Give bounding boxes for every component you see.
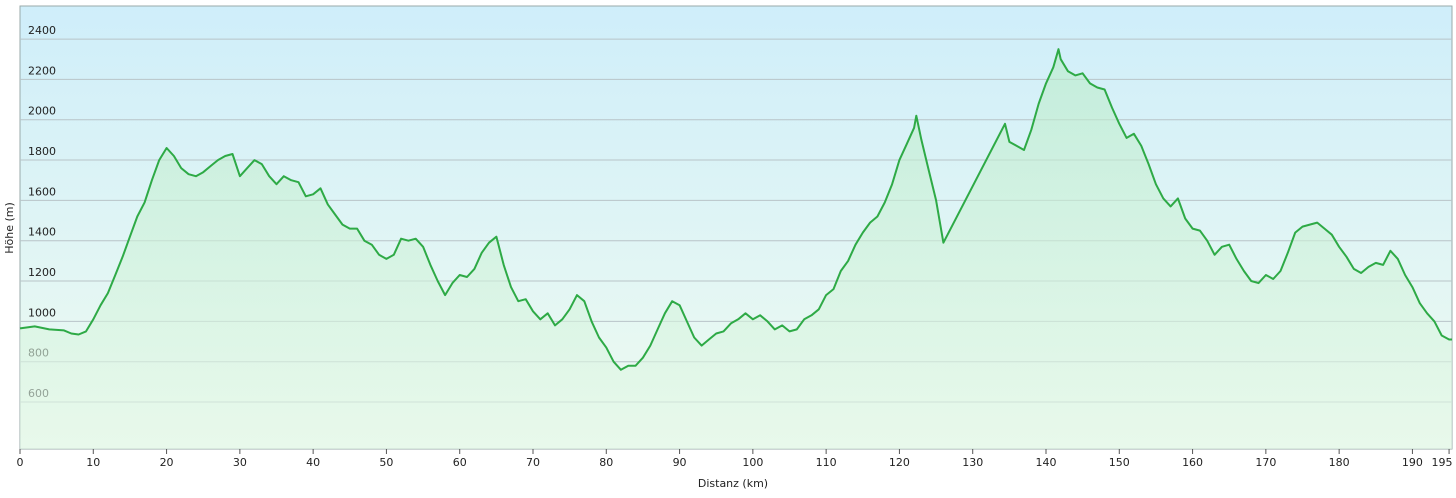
x-tick-label: 0 bbox=[17, 456, 24, 469]
x-tick-label: 40 bbox=[306, 456, 320, 469]
x-tick-label: 170 bbox=[1255, 456, 1276, 469]
x-axis-label: Distanz (km) bbox=[698, 477, 768, 490]
y-tick-label: 2000 bbox=[28, 105, 56, 118]
x-tick-label: 80 bbox=[599, 456, 613, 469]
elevation-area bbox=[20, 49, 1452, 449]
y-tick-label: 1400 bbox=[28, 226, 56, 239]
x-tick-label: 90 bbox=[673, 456, 687, 469]
x-tick-label: 130 bbox=[962, 456, 983, 469]
y-tick-label: 1600 bbox=[28, 185, 56, 198]
y-tick-label: 1200 bbox=[28, 266, 56, 279]
x-tick-label: 190 bbox=[1402, 456, 1423, 469]
x-tick-label: 140 bbox=[1035, 456, 1056, 469]
y-tick-label: 2200 bbox=[28, 64, 56, 77]
y-tick-label: 1000 bbox=[28, 306, 56, 319]
elevation-line bbox=[19, 48, 1452, 371]
y-axis-label: Höhe (m) bbox=[3, 202, 16, 254]
y-tick-label: 1800 bbox=[28, 145, 56, 158]
x-tick-label: 50 bbox=[379, 456, 393, 469]
x-tick-label: 195 bbox=[1432, 456, 1453, 469]
x-tick-label: 20 bbox=[160, 456, 174, 469]
x-tick-label: 150 bbox=[1109, 456, 1130, 469]
x-tick-label: 180 bbox=[1329, 456, 1350, 469]
x-tick-label: 60 bbox=[453, 456, 467, 469]
x-tick-label: 10 bbox=[86, 456, 100, 469]
x-tick-label: 100 bbox=[742, 456, 763, 469]
y-tick-label: 2400 bbox=[28, 24, 56, 37]
x-tick-label: 110 bbox=[816, 456, 837, 469]
x-tick-label: 70 bbox=[526, 456, 540, 469]
x-tick-label: 120 bbox=[889, 456, 910, 469]
x-tick-label: 30 bbox=[233, 456, 247, 469]
x-tick-label: 160 bbox=[1182, 456, 1203, 469]
